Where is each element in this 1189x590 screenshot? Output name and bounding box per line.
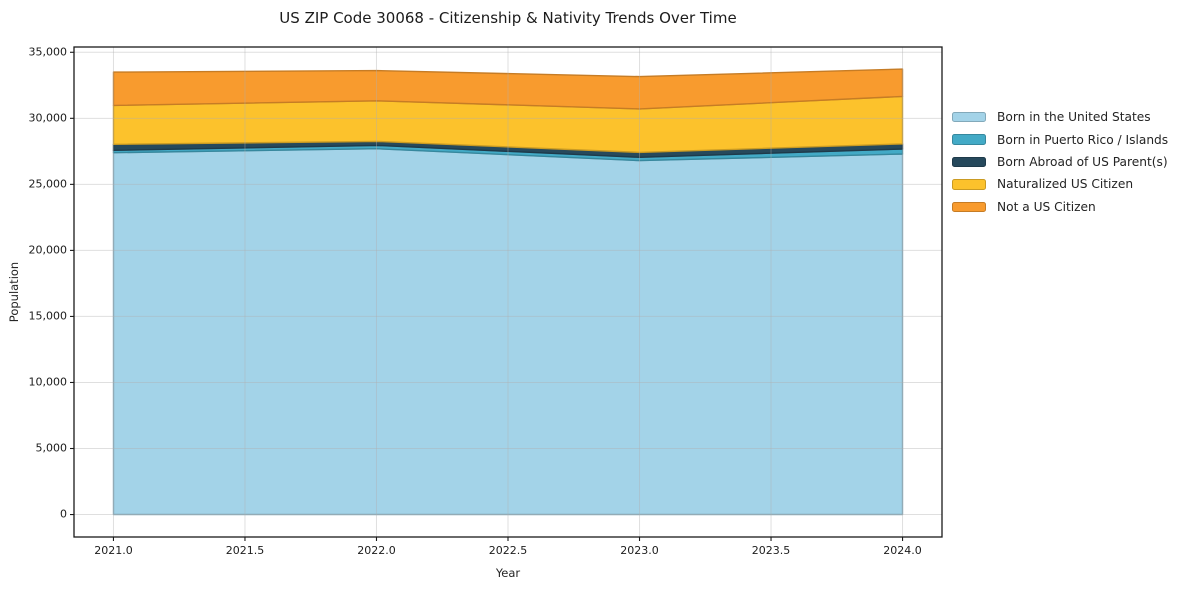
tick-marks [70,51,904,541]
legend-swatch [952,134,986,145]
legend-swatch [952,156,986,168]
legend-swatch [952,179,986,190]
y-tick-label: 5,000 [36,442,68,455]
legend-label: Born Abroad of US Parent(s) [997,154,1168,169]
x-tick-label: 2022.0 [357,544,396,557]
legend-item-naturalized-us-citizen: Naturalized US Citizen [952,173,1168,195]
y-tick-label: 15,000 [29,309,68,322]
x-tick-label: 2024.0 [883,544,922,557]
legend-label: Not a US Citizen [997,199,1096,214]
stacked-areas [112,68,904,516]
legend-swatch [952,201,986,212]
x-tick-label: 2021.0 [94,544,133,557]
y-tick-label: 10,000 [29,375,68,388]
y-tick-label: 0 [60,508,67,521]
area-not-a-us-citizen [112,68,904,110]
y-axis-label: Population [7,261,21,323]
legend-swatch [952,111,986,123]
legend-item-not-a-us-citizen: Not a US Citizen [952,196,1168,218]
legend: Born in the United States Born in Puerto … [952,106,1168,218]
legend-item-born-in-the-united-states: Born in the United States [952,106,1168,128]
x-tick-label: 2023.5 [752,544,791,557]
chart-title: US ZIP Code 30068 - Citizenship & Nativi… [279,9,737,27]
x-axis-label: Year [495,566,521,580]
y-tick-label: 25,000 [29,177,68,190]
x-tick-label: 2022.5 [489,544,528,557]
y-tick-label: 30,000 [29,111,68,124]
x-tick-label: 2021.5 [226,544,265,557]
gridlines [74,47,942,537]
legend-label: Born in Puerto Rico / Islands [997,132,1169,147]
legend-item-born-in-puerto-rico-islands: Born in Puerto Rico / Islands [952,128,1168,150]
legend-label: Born in the United States [997,110,1151,125]
tick-labels: 2021.0 2021.5 2022.0 2022.5 2023.0 2023.5 2024… [29,45,922,557]
y-tick-label: 20,000 [29,243,68,256]
x-tick-label: 2023.0 [620,544,659,557]
legend-item-born-abroad-of-us-parent-s: Born Abroad of US Parent(s) [952,151,1168,173]
legend-label: Naturalized US Citizen [997,177,1134,192]
y-tick-label: 35,000 [29,45,68,58]
